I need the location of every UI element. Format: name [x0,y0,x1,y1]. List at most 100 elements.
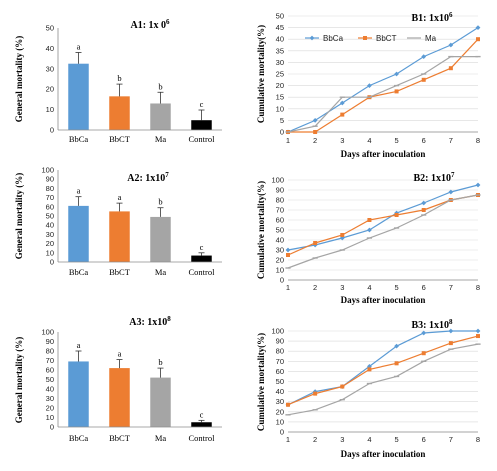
bar-bbca [68,361,89,427]
y-tick-label: 80 [276,347,284,356]
bar-ma [150,377,171,427]
series-line-bbct [287,194,479,256]
series-line-bbca [287,330,478,406]
y-tick-label: 25 [276,70,284,79]
x-tick-label: 2 [313,435,317,444]
series-line-ma [287,343,479,416]
significance-letter: b [158,81,162,91]
y-tick-label: 30 [46,230,54,239]
y-tick-label: 10 [276,266,284,275]
x-tick-label: 5 [394,283,398,292]
x-category-label: Control [189,433,216,443]
y-tick-label: 70 [46,356,54,365]
x-tick-label: 6 [422,136,426,145]
data-point-bbct [313,391,318,396]
data-point-bbct [421,208,426,212]
chart-title: B3: 1x108 [412,318,454,331]
y-tick-label: 90 [276,186,284,195]
x-tick-label: 3 [340,136,344,145]
y-tick-label: 50 [46,24,54,33]
significance-letter: c [200,99,204,109]
bar-control [191,120,212,130]
x-tick-label: 8 [476,435,480,444]
data-point-bbct [394,89,399,94]
y-tick-label: 90 [46,175,54,184]
series-line-bbca [287,184,479,251]
y-tick-label: 70 [46,193,54,202]
y-tick-label: 30 [46,394,54,403]
x-tick-label: 7 [449,136,453,145]
significance-letter: b [158,357,162,367]
y-tick-label: 5 [280,116,284,125]
y-tick-label: 30 [276,58,284,67]
x-category-label: Ma [155,267,167,277]
chart-title-text: A2: 1x10 [127,173,165,184]
y-tick-label: 45 [276,23,284,32]
data-point-bbca [285,247,291,253]
significance-letter: c [200,242,204,252]
bar-bbct [109,96,130,130]
data-point-bbca [421,200,427,206]
significance-letter: c [200,409,204,419]
data-point-bbct [476,334,480,339]
series-line-bbct [288,38,479,133]
bar-bbca [68,63,89,131]
y-tick-label: 30 [46,64,54,73]
y-tick-label: 30 [276,397,284,406]
data-point-bbct [367,367,372,372]
chart-title-superscript: 7 [451,171,455,179]
y-tick-label: 20 [46,85,54,94]
series-line-ma [287,55,478,133]
x-tick-label: 2 [313,283,317,292]
x-tick-label: 3 [340,283,344,292]
x-category-label: Ma [155,134,167,144]
chart-title-superscript: 6 [166,18,170,26]
significance-letter: b [158,197,162,207]
legend-label: BbCT [376,34,397,43]
data-point-bbct [286,253,290,257]
chart-title-superscript: 6 [449,11,453,19]
x-tick-label: 1 [286,283,290,292]
y-tick-label: 60 [276,367,284,376]
series-line-bbct [287,335,479,406]
data-point-bbct [340,233,345,237]
legend-marker [309,35,315,41]
y-tick-label: 0 [50,423,54,432]
x-tick-label: 8 [476,283,480,292]
data-point-bbct [476,37,480,42]
series-line-ma [287,194,479,269]
panel-a1-bar-chart: A1: 1x 06 0 10 20 30 40 50 General mortality (%… [14,18,222,144]
y-tick-label: 60 [46,366,54,375]
y-tick-label: 50 [276,226,284,235]
significance-letter: a [77,186,81,196]
x-category-label: BbCa [69,433,89,443]
y-tick-label: 70 [276,357,284,366]
y-tick-label: 80 [46,184,54,193]
y-tick-label: 50 [46,375,54,384]
data-point-bbca [367,227,372,233]
data-point-bbct [448,341,453,346]
significance-letter: a [77,340,81,350]
bar-control [191,255,212,262]
data-point-bbca [339,100,345,106]
x-tick-label: 6 [422,283,426,292]
data-point-bbca [421,54,427,60]
x-tick-label: 3 [340,435,344,444]
significance-letter: a [118,349,122,359]
x-axis-label: Days after inoculation [341,449,426,459]
x-category-label: BbCT [109,267,131,277]
y-tick-label: 10 [46,105,54,114]
data-point-bbca [448,42,454,48]
x-tick-label: 8 [476,136,480,145]
y-tick-label: 40 [276,35,284,44]
y-tick-label: 80 [276,196,284,205]
data-point-bbct [313,241,318,245]
x-tick-label: 2 [313,136,317,145]
y-tick-label: 20 [276,407,284,416]
bar-bbct [109,368,130,427]
y-axis-label: General mortality (%) [14,36,24,122]
y-tick-label: 40 [46,44,54,53]
x-tick-label: 4 [367,136,371,145]
